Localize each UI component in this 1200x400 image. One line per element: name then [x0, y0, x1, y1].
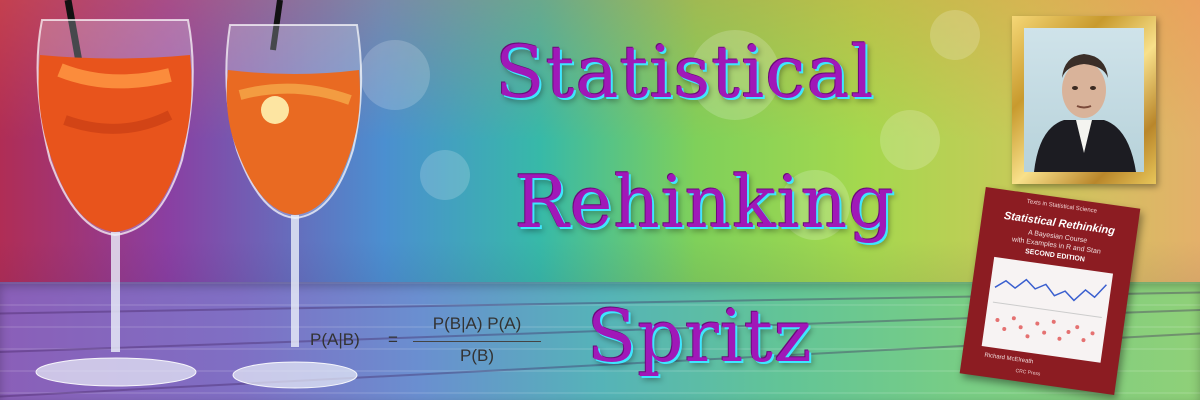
bokeh-light: [880, 110, 940, 170]
formula-denominator: P(B): [460, 346, 494, 365]
spritz-glass-right-icon: [225, 0, 363, 389]
hair: [1062, 54, 1108, 78]
title-line-spritz: Spritz: [587, 294, 813, 378]
bayes-formula: P(A|B) = P(B|A) P(A) P(B): [308, 312, 543, 372]
bokeh-light: [360, 40, 430, 110]
title-line-statistical: Statistical: [495, 30, 875, 114]
book-author: Richard McElreath: [983, 352, 1034, 366]
sun-flare: [261, 96, 289, 124]
book-publisher: CRC Press: [1015, 368, 1041, 378]
formula-equals: =: [388, 330, 398, 349]
bokeh-light: [780, 170, 850, 240]
statistical-rethinking-book: Texts in Statistical Science Statistical…: [959, 187, 1141, 395]
spritz-liquid: [226, 70, 360, 215]
collar-band: [1076, 120, 1092, 153]
bokeh-light: [930, 10, 980, 60]
title-line-rehinking: Rehinking: [514, 160, 896, 244]
book-cover-plot: [981, 256, 1114, 363]
bayes-portrait-icon: [1024, 28, 1144, 172]
glass-stem: [291, 215, 299, 347]
bokeh-light: [420, 150, 470, 200]
glass-base: [35, 357, 197, 387]
spritz-liquid: [38, 55, 192, 232]
formula-numerator: P(B|A) P(A): [432, 314, 522, 333]
bokeh-light: [690, 30, 780, 120]
formula-lhs: P(A|B): [310, 330, 360, 349]
formula-fraction-bar: [413, 341, 541, 342]
face: [1062, 62, 1106, 118]
glass-stem: [111, 232, 120, 352]
glass-base: [232, 361, 358, 389]
spritz-glass-left-icon: [35, 0, 197, 387]
